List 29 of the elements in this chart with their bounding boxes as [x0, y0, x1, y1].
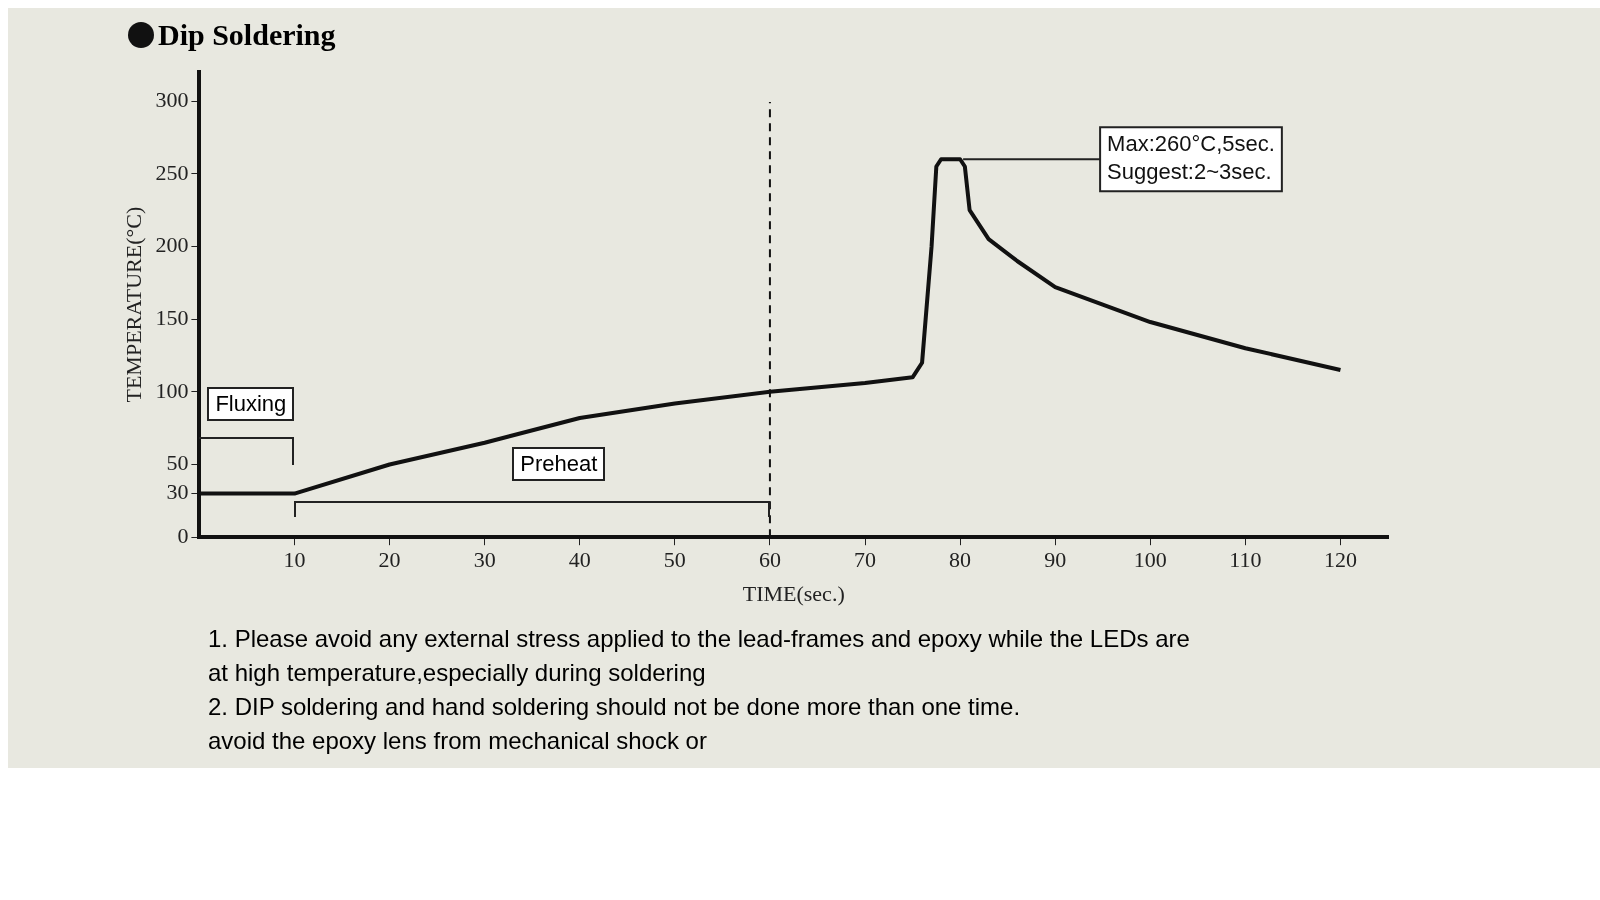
y-tick-label: 250	[155, 159, 189, 185]
y-tick-label: 150	[155, 304, 189, 330]
x-tick-label: 30	[473, 547, 496, 573]
y-tick-label: 200	[155, 232, 189, 258]
x-tick-label: 110	[1229, 547, 1262, 573]
y-tick-label: 300	[155, 86, 189, 112]
x-tick-label: 100	[1133, 547, 1167, 573]
text: avoid the epoxy lens from mechanical shock or	[208, 726, 708, 756]
annotation: Fluxing	[207, 387, 295, 422]
y-tick-label: 100	[155, 377, 189, 403]
y-tick-label: 30	[166, 479, 189, 505]
x-tick-label: 20	[378, 547, 401, 573]
annotation: Max:260°C,5sec. Suggest:2~3sec.	[1107, 131, 1275, 185]
x-tick-label: 70	[854, 547, 877, 573]
x-tick-label: 50	[663, 547, 686, 573]
x-tick-label: 90	[1044, 547, 1067, 573]
y-tick-label: 50	[166, 450, 189, 476]
x-axis-title: TIME(sec.)	[742, 580, 845, 606]
y-tick-label: 0	[177, 522, 189, 548]
x-tick-label: 120	[1323, 547, 1357, 573]
annotation: Preheat	[512, 447, 606, 482]
text: 2. DIP soldering and hand soldering should not be done more than one time.	[208, 692, 1022, 722]
x-tick-label: 10	[283, 547, 306, 573]
x-tick-label: 80	[949, 547, 972, 573]
x-tick-label: 60	[758, 547, 781, 573]
x-tick-label: 40	[568, 547, 591, 573]
chart-title: Dip Soldering	[158, 18, 336, 52]
y-axis-title: TEMPERATURE(°C)	[120, 206, 146, 403]
text: 1. Please avoid any external stress applied to the lead-frames and epoxy while the LEDs are at high temperature,especially during soldering	[208, 624, 1191, 688]
